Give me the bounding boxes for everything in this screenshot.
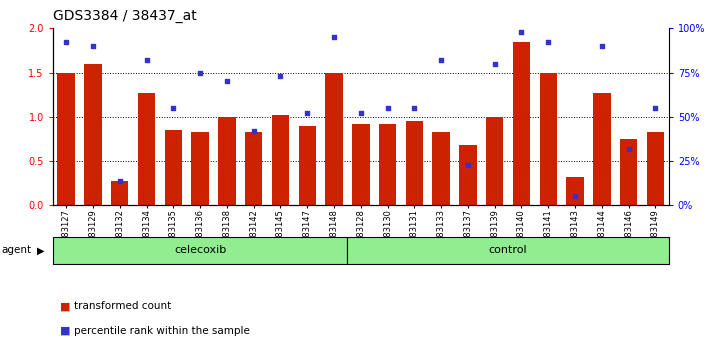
Bar xyxy=(620,139,637,205)
Bar xyxy=(245,132,263,205)
Text: ■: ■ xyxy=(60,301,70,311)
Point xyxy=(248,128,259,134)
Text: percentile rank within the sample: percentile rank within the sample xyxy=(74,326,250,336)
Point xyxy=(650,105,661,111)
Point xyxy=(61,40,72,45)
Bar xyxy=(325,73,343,205)
Bar xyxy=(379,124,396,205)
Bar xyxy=(352,124,370,205)
Point xyxy=(221,79,232,84)
Bar xyxy=(647,132,664,205)
Point xyxy=(436,57,447,63)
Text: agent: agent xyxy=(1,245,32,256)
Point xyxy=(194,70,206,75)
Bar xyxy=(593,93,610,205)
Bar xyxy=(138,93,156,205)
Bar xyxy=(298,126,316,205)
Bar xyxy=(165,130,182,205)
Point xyxy=(301,110,313,116)
Point xyxy=(543,40,554,45)
Bar xyxy=(486,117,503,205)
Bar xyxy=(58,73,75,205)
Text: celecoxib: celecoxib xyxy=(174,245,226,256)
Bar xyxy=(539,73,557,205)
Bar xyxy=(84,64,101,205)
Text: control: control xyxy=(489,245,527,256)
Point xyxy=(355,110,366,116)
Point xyxy=(596,43,608,49)
Bar xyxy=(191,132,209,205)
Point xyxy=(623,146,634,152)
Text: GDS3384 / 38437_at: GDS3384 / 38437_at xyxy=(53,9,196,23)
Point xyxy=(168,105,179,111)
Point xyxy=(382,105,394,111)
Bar xyxy=(272,115,289,205)
Bar xyxy=(513,42,530,205)
Point xyxy=(463,162,474,167)
Text: ▶: ▶ xyxy=(37,245,44,256)
Bar xyxy=(111,181,128,205)
Bar xyxy=(459,145,477,205)
Bar xyxy=(566,177,584,205)
Text: ■: ■ xyxy=(60,326,70,336)
Point xyxy=(87,43,99,49)
Bar xyxy=(218,117,236,205)
Text: transformed count: transformed count xyxy=(74,301,171,311)
Point xyxy=(516,29,527,35)
Point xyxy=(275,73,286,79)
Point xyxy=(409,105,420,111)
Point xyxy=(328,34,339,40)
Point xyxy=(141,57,152,63)
Point xyxy=(570,194,581,199)
Bar xyxy=(406,121,423,205)
Point xyxy=(114,178,125,183)
Point xyxy=(489,61,501,67)
Bar xyxy=(432,132,450,205)
